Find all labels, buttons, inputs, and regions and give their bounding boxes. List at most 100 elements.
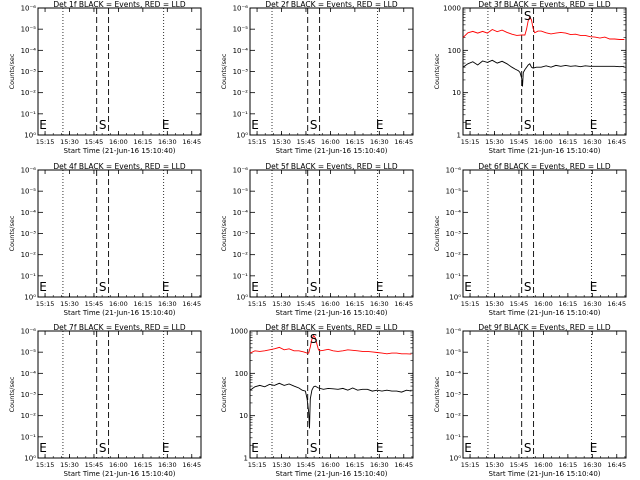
x-tick-label: 16:00 bbox=[321, 138, 340, 146]
x-tick-label: 16:45 bbox=[394, 138, 413, 146]
y-tick-label: 10⁻⁴ bbox=[446, 370, 462, 378]
plot-frame bbox=[249, 330, 414, 459]
y-tick-label: 10⁰ bbox=[449, 294, 461, 302]
x-tick-label: 15:15 bbox=[461, 461, 480, 469]
marker-letter-e: E bbox=[39, 280, 47, 294]
y-axis-label: Counts/sec bbox=[220, 215, 228, 251]
marker-letter-e: E bbox=[590, 118, 598, 132]
panel-det-1f: Det 1f BLACK = Events, RED = LLD 15:15 15:… bbox=[8, 0, 202, 155]
x-tick-label: 16:45 bbox=[182, 461, 201, 469]
y-tick-label: 10⁻² bbox=[446, 412, 462, 420]
marker-letter-e: E bbox=[464, 118, 472, 132]
panel-title: Det 1f BLACK = Events, RED = LLD bbox=[53, 0, 186, 9]
y-tick-label: 10⁻⁴ bbox=[21, 47, 37, 55]
y-tick-label: 100 bbox=[235, 370, 248, 378]
x-tick-label: 15:15 bbox=[461, 138, 480, 146]
x-tick-label: 16:00 bbox=[109, 461, 128, 469]
x-tick-label: 15:15 bbox=[36, 300, 55, 308]
marker-letter-e: E bbox=[162, 118, 170, 132]
y-tick-label: 10⁻⁶ bbox=[446, 167, 462, 175]
x-tick-label: 16:45 bbox=[394, 461, 413, 469]
marker-letter-e: E bbox=[39, 118, 47, 132]
x-tick-label: 16:15 bbox=[345, 300, 364, 308]
x-tick-label: 16:00 bbox=[109, 138, 128, 146]
x-tick-label: 16:45 bbox=[607, 300, 626, 308]
y-tick-label: 10⁻³ bbox=[446, 230, 462, 238]
marker-letter-s: S bbox=[99, 118, 107, 132]
y-tick-label: 10⁻⁴ bbox=[21, 370, 37, 378]
y-tick-label: 10⁻⁶ bbox=[21, 328, 37, 336]
y-axis-label: Counts/sec bbox=[433, 53, 441, 89]
series-line-events bbox=[462, 59, 625, 87]
y-tick-label: 1 bbox=[457, 132, 461, 140]
x-tick-label: 16:45 bbox=[182, 300, 201, 308]
x-tick-label: 16:45 bbox=[607, 461, 626, 469]
y-tick-label: 10⁻³ bbox=[233, 230, 249, 238]
y-tick-label: 10⁻² bbox=[446, 251, 462, 259]
y-tick-label: 10⁻⁵ bbox=[21, 188, 37, 196]
x-tick-label: 16:00 bbox=[534, 461, 553, 469]
x-tick-label: 15:45 bbox=[85, 300, 104, 308]
x-tick-label: 16:00 bbox=[109, 300, 128, 308]
x-tick-label: 16:45 bbox=[607, 138, 626, 146]
marker-letter-s: S bbox=[99, 441, 107, 455]
y-tick-label: 10⁻² bbox=[21, 251, 37, 259]
x-tick-label: 15:30 bbox=[485, 138, 504, 146]
marker-letter-e: E bbox=[376, 118, 384, 132]
x-tick-label: 15:30 bbox=[272, 300, 291, 308]
panel-det-7f: Det 7f BLACK = Events, RED = LLD 15:15 15:… bbox=[8, 323, 202, 478]
marker-letter-e: E bbox=[590, 441, 598, 455]
y-tick-label: 10⁻³ bbox=[21, 230, 37, 238]
y-tick-label: 10⁻¹ bbox=[446, 433, 462, 441]
x-tick-label: 16:15 bbox=[558, 300, 577, 308]
y-tick-label: 10⁻⁵ bbox=[233, 26, 249, 34]
y-tick-label: 10⁻³ bbox=[233, 68, 249, 76]
y-tick-label: 10⁰ bbox=[24, 132, 36, 140]
x-axis-label: Start Time (21-Jun-16 15:10:40) bbox=[64, 147, 176, 155]
y-tick-label: 10 bbox=[452, 89, 461, 97]
x-tick-label: 16:30 bbox=[158, 138, 177, 146]
x-tick-label: 16:00 bbox=[321, 461, 340, 469]
panel-det-9f: Det 9f BLACK = Events, RED = LLD 15:15 15:… bbox=[433, 323, 627, 478]
y-tick-label: 1 bbox=[244, 455, 248, 463]
y-tick-label: 10⁻⁵ bbox=[21, 26, 37, 34]
x-tick-label: 16:00 bbox=[321, 300, 340, 308]
y-tick-label: 10⁻¹ bbox=[233, 272, 249, 280]
marker-letter-e: E bbox=[251, 118, 259, 132]
y-tick-label: 10⁻⁴ bbox=[233, 209, 249, 217]
plot-frame bbox=[249, 169, 414, 298]
marker-letter-e: E bbox=[464, 280, 472, 294]
plot-frame bbox=[462, 7, 627, 136]
x-tick-label: 15:45 bbox=[510, 138, 529, 146]
y-tick-label: 10⁻¹ bbox=[21, 433, 37, 441]
y-axis-label: Counts/sec bbox=[220, 53, 228, 89]
y-axis-label: Counts/sec bbox=[8, 376, 16, 412]
x-axis-label: Start Time (21-Jun-16 15:10:40) bbox=[64, 470, 176, 478]
x-tick-label: 15:15 bbox=[248, 461, 267, 469]
y-tick-label: 10⁻⁵ bbox=[21, 349, 37, 357]
marker-letter-e: E bbox=[376, 280, 384, 294]
y-tick-label: 10⁻⁴ bbox=[21, 209, 37, 217]
x-tick-label: 16:15 bbox=[345, 138, 364, 146]
y-tick-label: 10⁻⁵ bbox=[233, 188, 249, 196]
x-tick-label: 15:30 bbox=[485, 300, 504, 308]
x-tick-label: 15:15 bbox=[36, 461, 55, 469]
plot-frame bbox=[37, 7, 202, 136]
marker-letter-s: S bbox=[524, 280, 532, 294]
marker-letter-e: E bbox=[162, 280, 170, 294]
x-tick-label: 16:45 bbox=[394, 300, 413, 308]
x-tick-label: 16:15 bbox=[133, 300, 152, 308]
x-tick-label: 16:30 bbox=[370, 138, 389, 146]
x-axis-label: Start Time (21-Jun-16 15:10:40) bbox=[276, 309, 388, 317]
x-tick-label: 15:45 bbox=[297, 300, 316, 308]
x-tick-label: 15:45 bbox=[297, 461, 316, 469]
x-tick-label: 16:15 bbox=[133, 138, 152, 146]
x-tick-label: 15:45 bbox=[510, 300, 529, 308]
x-tick-label: 16:30 bbox=[583, 461, 602, 469]
plot-frame bbox=[249, 7, 414, 136]
y-tick-label: 10⁻³ bbox=[21, 391, 37, 399]
x-tick-label: 15:30 bbox=[60, 138, 79, 146]
x-tick-label: 16:15 bbox=[345, 461, 364, 469]
panel-title: Det 6f BLACK = Events, RED = LLD bbox=[478, 162, 611, 171]
series-line-events bbox=[249, 382, 412, 429]
